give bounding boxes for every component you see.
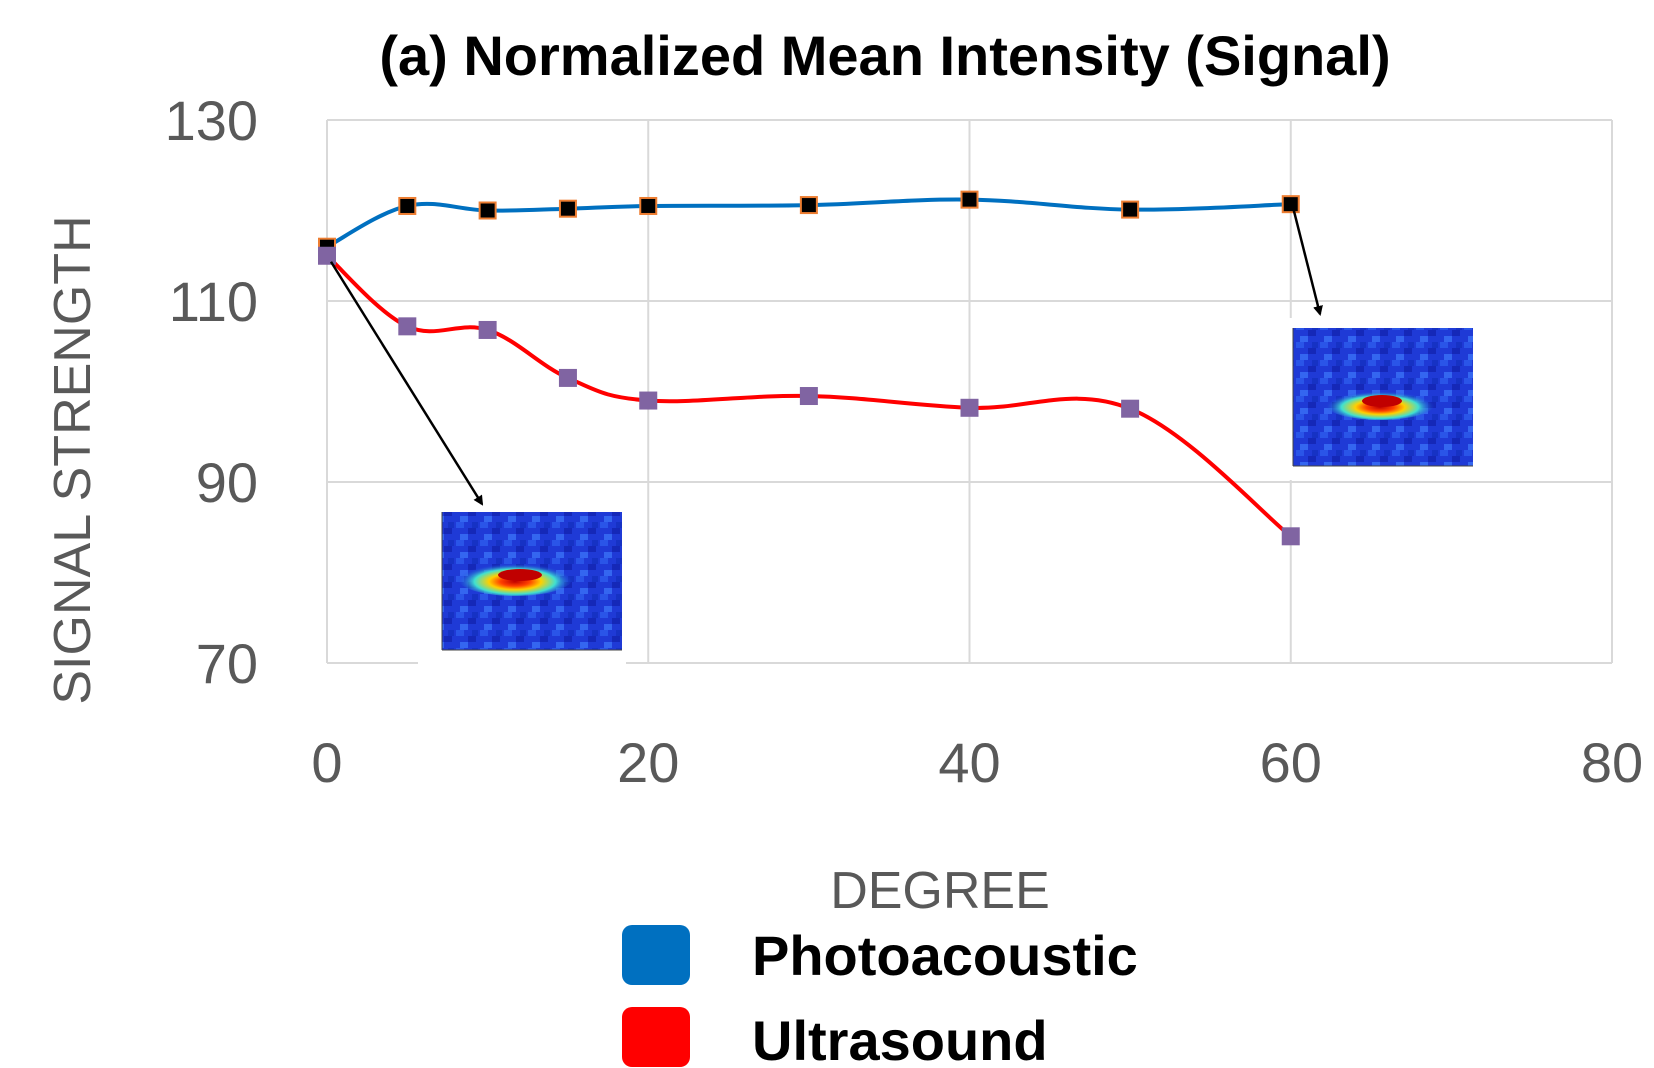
chart-title: (a) Normalized Mean Intensity (Signal) <box>379 24 1390 87</box>
legend-item-ultrasound: Ultrasound <box>622 1007 1048 1068</box>
annotation-arrows <box>329 209 1323 506</box>
x-tick-label: 80 <box>1581 731 1643 794</box>
series-line-photoacoustic <box>326 197 1291 249</box>
legend: Photoacoustic Ultrasound <box>622 924 1138 1068</box>
legend-swatch-photoacoustic <box>622 925 690 985</box>
x-tick-label: 0 <box>311 731 342 794</box>
y-tick-label: 90 <box>196 451 258 514</box>
y-tick-label: 110 <box>169 270 258 333</box>
x-axis-label: DEGREE <box>830 862 1050 920</box>
data-point-ultrasound <box>639 391 658 410</box>
data-point-photoacoustic <box>1281 195 1300 214</box>
data-point-ultrasound <box>799 387 818 406</box>
inset-image-left <box>418 506 626 666</box>
inset-image-right <box>1270 318 1500 480</box>
x-tick-label: 60 <box>1260 731 1322 794</box>
x-axis-ticks: 0 20 40 60 80 <box>311 731 1643 794</box>
data-point-ultrasound <box>1281 527 1300 546</box>
x-tick-label: 40 <box>938 731 1000 794</box>
y-tick-label: 70 <box>196 632 258 695</box>
data-point-ultrasound <box>318 246 336 265</box>
arrow-to-inset-right <box>1292 209 1323 316</box>
data-point-ultrasound <box>478 320 497 339</box>
data-point-photoacoustic <box>478 201 497 220</box>
data-point-ultrasound <box>398 317 417 336</box>
y-axis-ticks: 70 90 110 130 <box>165 89 258 695</box>
legend-item-photoacoustic: Photoacoustic <box>622 924 1138 987</box>
series-layer <box>318 190 1300 546</box>
legend-label-photoacoustic: Photoacoustic <box>752 924 1138 987</box>
data-point-ultrasound <box>558 368 577 387</box>
data-point-photoacoustic <box>558 199 577 218</box>
data-point-photoacoustic <box>1121 200 1140 219</box>
data-point-ultrasound <box>1121 399 1140 418</box>
legend-label-ultrasound: Ultrasound <box>752 1009 1048 1068</box>
arrow-to-inset-left <box>329 261 484 506</box>
y-axis-label: SIGNAL STRENGTH <box>44 215 102 704</box>
data-point-ultrasound <box>960 398 979 417</box>
legend-swatch-ultrasound <box>622 1007 690 1067</box>
data-point-photoacoustic <box>639 196 658 215</box>
data-point-photoacoustic <box>799 196 818 215</box>
x-tick-label: 20 <box>617 731 679 794</box>
data-point-photoacoustic <box>960 190 979 209</box>
data-point-photoacoustic <box>398 196 417 215</box>
y-tick-label: 130 <box>165 89 258 152</box>
